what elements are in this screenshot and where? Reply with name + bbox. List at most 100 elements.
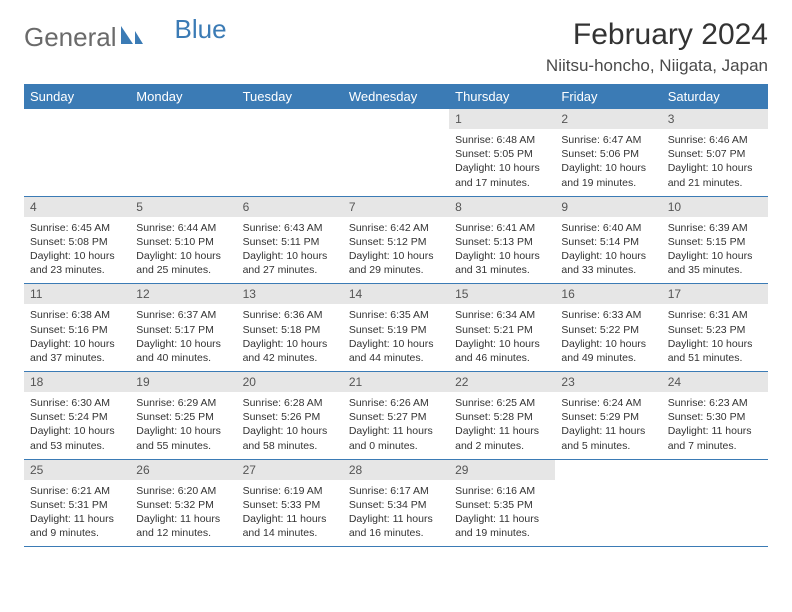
day-details: Sunrise: 6:33 AMSunset: 5:22 PMDaylight:… [555,304,661,371]
day-details: Sunrise: 6:29 AMSunset: 5:25 PMDaylight:… [130,392,236,459]
weekday-sunday: Sunday [24,84,130,109]
day-details: Sunrise: 6:42 AMSunset: 5:12 PMDaylight:… [343,217,449,284]
day-details: Sunrise: 6:41 AMSunset: 5:13 PMDaylight:… [449,217,555,284]
empty-cell [555,459,661,547]
day-number: 4 [24,197,130,217]
day-number: 23 [555,372,661,392]
day-cell-16: 16Sunrise: 6:33 AMSunset: 5:22 PMDayligh… [555,284,661,372]
day-number: 9 [555,197,661,217]
day-details: Sunrise: 6:28 AMSunset: 5:26 PMDaylight:… [237,392,343,459]
day-number: 26 [130,460,236,480]
day-number: 27 [237,460,343,480]
day-number: 3 [662,109,768,129]
day-cell-2: 2Sunrise: 6:47 AMSunset: 5:06 PMDaylight… [555,109,661,196]
day-cell-12: 12Sunrise: 6:37 AMSunset: 5:17 PMDayligh… [130,284,236,372]
logo: General Blue [24,22,227,53]
weekday-monday: Monday [130,84,236,109]
day-cell-29: 29Sunrise: 6:16 AMSunset: 5:35 PMDayligh… [449,459,555,547]
day-cell-9: 9Sunrise: 6:40 AMSunset: 5:14 PMDaylight… [555,196,661,284]
day-details: Sunrise: 6:39 AMSunset: 5:15 PMDaylight:… [662,217,768,284]
day-cell-7: 7Sunrise: 6:42 AMSunset: 5:12 PMDaylight… [343,196,449,284]
day-details: Sunrise: 6:47 AMSunset: 5:06 PMDaylight:… [555,129,661,196]
day-number: 15 [449,284,555,304]
day-number: 16 [555,284,661,304]
day-details: Sunrise: 6:43 AMSunset: 5:11 PMDaylight:… [237,217,343,284]
empty-cell [237,109,343,196]
day-number: 14 [343,284,449,304]
calendar-row: 18Sunrise: 6:30 AMSunset: 5:24 PMDayligh… [24,372,768,460]
day-details: Sunrise: 6:34 AMSunset: 5:21 PMDaylight:… [449,304,555,371]
logo-text-blue: Blue [175,14,227,45]
empty-cell [343,109,449,196]
page-header: General Blue February 2024 Niitsu-honcho… [24,18,768,76]
day-cell-1: 1Sunrise: 6:48 AMSunset: 5:05 PMDaylight… [449,109,555,196]
day-number: 11 [24,284,130,304]
day-details: Sunrise: 6:24 AMSunset: 5:29 PMDaylight:… [555,392,661,459]
day-number: 2 [555,109,661,129]
day-details: Sunrise: 6:30 AMSunset: 5:24 PMDaylight:… [24,392,130,459]
day-cell-21: 21Sunrise: 6:26 AMSunset: 5:27 PMDayligh… [343,372,449,460]
weekday-wednesday: Wednesday [343,84,449,109]
day-details: Sunrise: 6:40 AMSunset: 5:14 PMDaylight:… [555,217,661,284]
day-details: Sunrise: 6:48 AMSunset: 5:05 PMDaylight:… [449,129,555,196]
day-cell-26: 26Sunrise: 6:20 AMSunset: 5:32 PMDayligh… [130,459,236,547]
day-number: 12 [130,284,236,304]
day-details: Sunrise: 6:26 AMSunset: 5:27 PMDaylight:… [343,392,449,459]
day-details: Sunrise: 6:16 AMSunset: 5:35 PMDaylight:… [449,480,555,547]
calendar-body: 1Sunrise: 6:48 AMSunset: 5:05 PMDaylight… [24,109,768,547]
day-number: 29 [449,460,555,480]
calendar-row: 1Sunrise: 6:48 AMSunset: 5:05 PMDaylight… [24,109,768,196]
weekday-row: SundayMondayTuesdayWednesdayThursdayFrid… [24,84,768,109]
calendar-row: 25Sunrise: 6:21 AMSunset: 5:31 PMDayligh… [24,459,768,547]
day-details: Sunrise: 6:25 AMSunset: 5:28 PMDaylight:… [449,392,555,459]
empty-cell [662,459,768,547]
day-cell-18: 18Sunrise: 6:30 AMSunset: 5:24 PMDayligh… [24,372,130,460]
day-details: Sunrise: 6:46 AMSunset: 5:07 PMDaylight:… [662,129,768,196]
day-cell-24: 24Sunrise: 6:23 AMSunset: 5:30 PMDayligh… [662,372,768,460]
day-cell-5: 5Sunrise: 6:44 AMSunset: 5:10 PMDaylight… [130,196,236,284]
day-cell-17: 17Sunrise: 6:31 AMSunset: 5:23 PMDayligh… [662,284,768,372]
day-details: Sunrise: 6:44 AMSunset: 5:10 PMDaylight:… [130,217,236,284]
day-number: 21 [343,372,449,392]
day-number: 5 [130,197,236,217]
day-cell-14: 14Sunrise: 6:35 AMSunset: 5:19 PMDayligh… [343,284,449,372]
day-number: 18 [24,372,130,392]
day-number: 10 [662,197,768,217]
day-details: Sunrise: 6:20 AMSunset: 5:32 PMDaylight:… [130,480,236,547]
month-title: February 2024 [546,18,768,52]
day-number: 1 [449,109,555,129]
empty-cell [130,109,236,196]
calendar-table: SundayMondayTuesdayWednesdayThursdayFrid… [24,84,768,547]
day-cell-13: 13Sunrise: 6:36 AMSunset: 5:18 PMDayligh… [237,284,343,372]
day-number: 17 [662,284,768,304]
day-cell-27: 27Sunrise: 6:19 AMSunset: 5:33 PMDayligh… [237,459,343,547]
day-cell-11: 11Sunrise: 6:38 AMSunset: 5:16 PMDayligh… [24,284,130,372]
weekday-tuesday: Tuesday [237,84,343,109]
day-number: 24 [662,372,768,392]
location-subtitle: Niitsu-honcho, Niigata, Japan [546,56,768,76]
day-number: 6 [237,197,343,217]
calendar-row: 11Sunrise: 6:38 AMSunset: 5:16 PMDayligh… [24,284,768,372]
day-cell-25: 25Sunrise: 6:21 AMSunset: 5:31 PMDayligh… [24,459,130,547]
day-cell-15: 15Sunrise: 6:34 AMSunset: 5:21 PMDayligh… [449,284,555,372]
day-details: Sunrise: 6:23 AMSunset: 5:30 PMDaylight:… [662,392,768,459]
weekday-saturday: Saturday [662,84,768,109]
day-number: 8 [449,197,555,217]
day-details: Sunrise: 6:21 AMSunset: 5:31 PMDaylight:… [24,480,130,547]
day-number: 20 [237,372,343,392]
day-cell-23: 23Sunrise: 6:24 AMSunset: 5:29 PMDayligh… [555,372,661,460]
day-number: 13 [237,284,343,304]
day-details: Sunrise: 6:19 AMSunset: 5:33 PMDaylight:… [237,480,343,547]
day-cell-22: 22Sunrise: 6:25 AMSunset: 5:28 PMDayligh… [449,372,555,460]
day-details: Sunrise: 6:45 AMSunset: 5:08 PMDaylight:… [24,217,130,284]
day-number: 25 [24,460,130,480]
day-cell-19: 19Sunrise: 6:29 AMSunset: 5:25 PMDayligh… [130,372,236,460]
weekday-friday: Friday [555,84,661,109]
weekday-thursday: Thursday [449,84,555,109]
day-cell-8: 8Sunrise: 6:41 AMSunset: 5:13 PMDaylight… [449,196,555,284]
day-details: Sunrise: 6:35 AMSunset: 5:19 PMDaylight:… [343,304,449,371]
day-details: Sunrise: 6:31 AMSunset: 5:23 PMDaylight:… [662,304,768,371]
day-details: Sunrise: 6:38 AMSunset: 5:16 PMDaylight:… [24,304,130,371]
day-cell-6: 6Sunrise: 6:43 AMSunset: 5:11 PMDaylight… [237,196,343,284]
day-cell-4: 4Sunrise: 6:45 AMSunset: 5:08 PMDaylight… [24,196,130,284]
